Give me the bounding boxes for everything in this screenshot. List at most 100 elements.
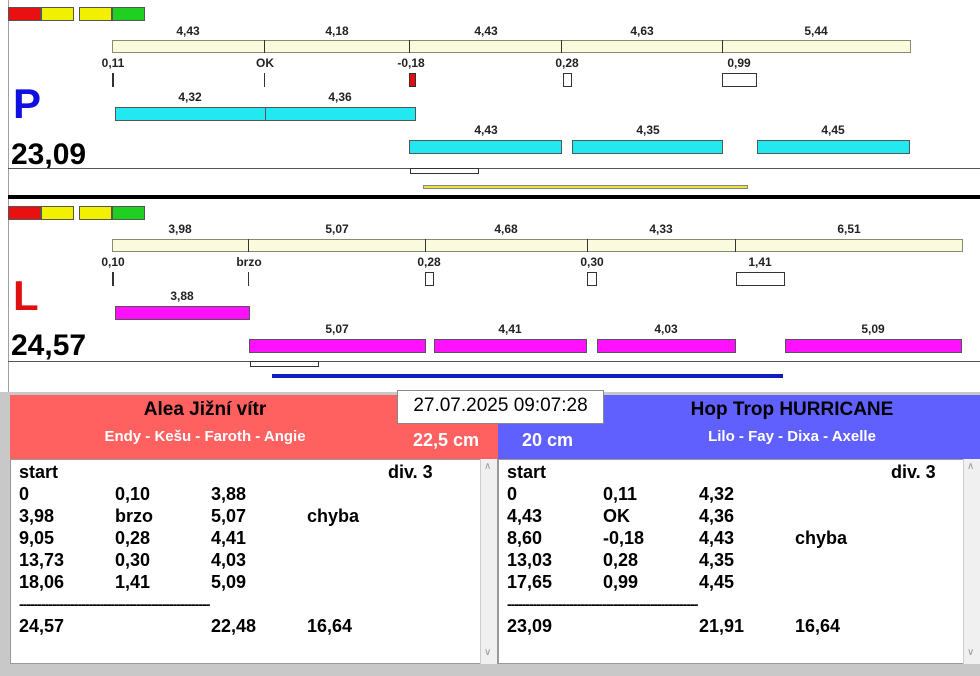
reaction-marker: [722, 73, 757, 87]
split-label: 4,32: [178, 90, 202, 104]
team-left-height: 22,5 cm: [413, 430, 480, 450]
team-right-results[interactable]: start div. 3 0 0,11 4,32 4,43 OK 4,36 8,…: [498, 459, 980, 664]
team-left-results[interactable]: start div. 3 0 0,10 3,88 3,98 brzo 5,07 …: [10, 459, 498, 664]
reaction-label: 0,99: [727, 56, 751, 70]
dog-bar: [249, 339, 426, 353]
cell: 5,09: [211, 572, 247, 592]
cell: 13,03: [507, 550, 553, 570]
split-label: 4,35: [636, 123, 660, 137]
cell: 1,41: [115, 572, 151, 592]
reaction-marker: [736, 272, 785, 286]
start-label: start: [507, 462, 547, 482]
race-visualization: 4,43 4,18 4,43 4,63 5,44 0,11 OK -0,18 0…: [0, 0, 980, 392]
split-label: 4,43: [474, 24, 498, 38]
scroll-down-icon[interactable]: ∨: [484, 647, 492, 658]
dog-bar: [265, 107, 416, 121]
split-label: 4,43: [176, 24, 200, 38]
team-right-name: Hop Trop HURRICANE: [690, 399, 894, 420]
cell: 3,88: [211, 484, 247, 504]
cell: 0: [19, 484, 30, 504]
team-right-members: Lilo - Fay - Dixa - Axelle: [708, 428, 876, 445]
lane-total-time: 23,09: [11, 138, 87, 171]
lane-letter: P: [13, 80, 42, 127]
team-left-scrollbar[interactable]: ∧ ∨: [480, 459, 497, 664]
start-lamp-yellow: [41, 7, 74, 21]
dog-bar: [785, 339, 962, 353]
reaction-label: 1,41: [748, 255, 772, 269]
lane-letter: L: [13, 272, 39, 319]
total-cell: 22,48: [211, 616, 257, 636]
dog-bar: [572, 140, 723, 154]
scroll-down-icon[interactable]: ∨: [967, 647, 975, 658]
cell: OK: [603, 506, 630, 526]
reaction-label: OK: [256, 56, 274, 70]
cell: 4,43: [699, 528, 735, 548]
lane-baseline: [8, 361, 980, 362]
reaction-marker: [112, 272, 114, 286]
separator: ----------------------------------------…: [19, 596, 210, 612]
cell: 4,32: [699, 484, 735, 504]
timeline-tick: [409, 40, 410, 53]
split-label: 4,18: [325, 24, 349, 38]
cell: 18,06: [19, 572, 65, 592]
reaction-marker: [112, 73, 114, 87]
reaction-label: 0,11: [101, 56, 125, 70]
cell: chyba: [307, 506, 360, 526]
scroll-up-icon[interactable]: ∧: [967, 461, 975, 472]
timeline-tick: [722, 40, 723, 53]
split-label: 5,09: [861, 322, 885, 336]
timeline-tick: [735, 239, 736, 252]
cell: 4,35: [699, 550, 735, 570]
cell: 0,28: [115, 528, 151, 548]
split-label: 4,03: [654, 322, 678, 336]
cell: 4,03: [211, 550, 247, 570]
start-lamp-green: [112, 7, 145, 21]
split-label: 4,68: [494, 222, 518, 236]
reaction-label: 0,28: [555, 56, 579, 70]
start-label: start: [19, 462, 59, 482]
reaction-marker: [563, 73, 572, 87]
race-datetime: 27.07.2025 09:07:28: [397, 390, 604, 424]
reaction-marker-fault: [409, 73, 416, 87]
dog-bar: [115, 107, 266, 121]
cell: 0,10: [115, 484, 151, 504]
reaction-marker: [425, 272, 434, 286]
timeline-track: [112, 40, 911, 53]
split-label: 4,45: [821, 123, 845, 137]
split-label: 4,63: [630, 24, 654, 38]
dog-bar: [115, 306, 250, 320]
cell: 8,60: [507, 528, 543, 548]
dog-bar: [597, 339, 736, 353]
reaction-label: -0,18: [397, 56, 425, 70]
start-lamp-green: [112, 206, 145, 220]
timeline-track: [112, 239, 963, 252]
cell: 5,07: [211, 506, 247, 526]
lane-baseline: [8, 168, 980, 169]
start-lamp-red: [8, 206, 41, 220]
reaction-marker: [248, 272, 249, 286]
progress-marker: [250, 361, 319, 367]
split-label: 5,07: [325, 222, 349, 236]
dog-bar: [409, 140, 562, 154]
cell: 13,73: [19, 550, 65, 570]
lane-divider: [8, 195, 980, 199]
reaction-label: 0,30: [580, 255, 604, 269]
split-label: 3,88: [170, 289, 194, 303]
start-lamp-yellow: [79, 7, 112, 21]
separator: ----------------------------------------…: [507, 596, 698, 612]
division-label: div. 3: [891, 462, 936, 482]
dog-bar: [434, 339, 587, 353]
team-right-height: 20 cm: [522, 430, 574, 450]
start-lamp-red: [8, 7, 41, 21]
scroll-up-icon[interactable]: ∧: [484, 461, 492, 472]
lane-total-time: 24,57: [11, 329, 87, 362]
cell: 4,43: [507, 506, 543, 526]
team-left-members: Endy - Kešu - Faroth - Angie: [104, 428, 306, 445]
team-right-scrollbar[interactable]: ∧ ∨: [963, 459, 980, 664]
timeline-tick: [425, 239, 426, 252]
cell: 4,45: [699, 572, 735, 592]
timeline-tick: [587, 239, 588, 252]
cell: 0,11: [603, 484, 638, 504]
start-lamp-yellow: [79, 206, 112, 220]
split-label: 4,41: [498, 322, 522, 336]
